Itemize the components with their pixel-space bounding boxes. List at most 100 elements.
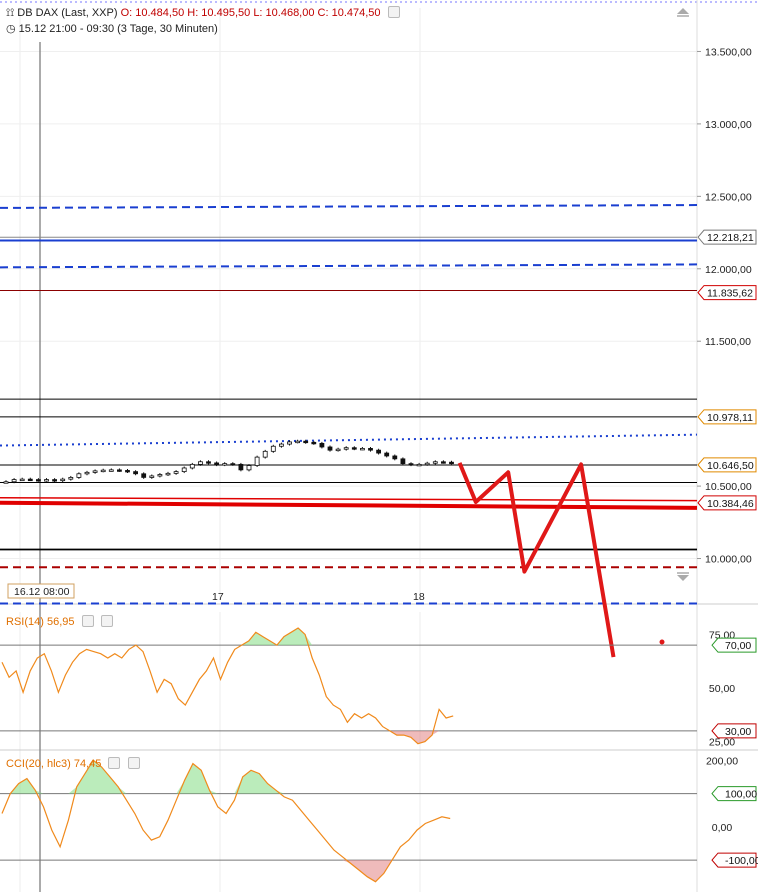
rsi-settings-icon[interactable] bbox=[81, 615, 94, 627]
trend-line bbox=[0, 433, 698, 447]
price-candle bbox=[165, 472, 171, 476]
price-candle bbox=[108, 469, 114, 472]
price-candle bbox=[295, 440, 301, 444]
y-tick-label: 13.000,00 bbox=[705, 119, 752, 131]
cci-threshold-badge bbox=[711, 786, 757, 802]
price-candle bbox=[440, 461, 446, 464]
cci-oversold-fill bbox=[2, 860, 451, 882]
price-candle bbox=[351, 447, 357, 450]
price-candle bbox=[173, 471, 179, 474]
price-badge bbox=[697, 285, 757, 301]
close-value: C: 10.474,50 bbox=[317, 7, 381, 19]
cci-y-tick-label: 0,00 bbox=[712, 822, 733, 834]
price-candle bbox=[19, 478, 25, 482]
price-candle bbox=[319, 442, 325, 448]
rsi-overbought-fill bbox=[2, 628, 454, 646]
price-badge-label: 11.835,62 bbox=[707, 288, 753, 300]
price-badge-label: 10.384,46 bbox=[707, 498, 754, 510]
price-candle bbox=[230, 463, 236, 466]
price-candle bbox=[335, 448, 341, 452]
rsi-y-tick-label: 25,00 bbox=[709, 737, 735, 749]
price-candle bbox=[206, 461, 211, 464]
price-candle bbox=[343, 447, 349, 450]
price-candle bbox=[303, 440, 309, 444]
rsi-oversold-fill bbox=[2, 730, 454, 744]
price-candle bbox=[197, 461, 203, 465]
cci-close-icon[interactable] bbox=[127, 757, 140, 769]
price-candle bbox=[92, 470, 98, 473]
price-candle bbox=[27, 478, 33, 482]
price-candle bbox=[384, 452, 390, 457]
chart-type-icon[interactable]: ⟟⟟ bbox=[6, 7, 15, 19]
price-candle bbox=[149, 475, 155, 478]
rsi-line bbox=[1, 627, 454, 745]
cci-overbought-fill bbox=[2, 760, 451, 794]
rsi-threshold-label: 70,00 bbox=[725, 640, 751, 652]
price-candle bbox=[214, 462, 220, 466]
price-candle bbox=[400, 458, 406, 465]
y-tick-label: 12.000,00 bbox=[705, 264, 752, 276]
projection-dot bbox=[659, 639, 665, 645]
y-tick-label: 11.500,00 bbox=[705, 336, 751, 348]
price-candle bbox=[262, 450, 268, 458]
price-candle bbox=[449, 461, 454, 465]
trend-line bbox=[0, 263, 698, 269]
rsi-close-icon[interactable] bbox=[100, 615, 113, 627]
price-candle bbox=[84, 471, 90, 475]
period-text: 15.12 21:00 - 09:30 (3 Tage, 30 Minuten) bbox=[18, 23, 218, 35]
open-value: O: 10.484,50 bbox=[120, 7, 185, 19]
cci-label: CCI(20, hlc3) 74,45 bbox=[6, 758, 102, 770]
price-candle bbox=[416, 463, 422, 467]
price-candle bbox=[52, 479, 57, 482]
scroll-down-icon[interactable] bbox=[677, 575, 689, 581]
price-candle bbox=[60, 478, 66, 482]
instrument-header: ⟟⟟ DB DAX (Last, XXP) O: 10.484,50 H: 10… bbox=[6, 6, 400, 20]
price-badge-label: 10.978,11 bbox=[707, 412, 753, 424]
y-tick-label: 10.500,00 bbox=[705, 481, 752, 493]
price-candle bbox=[181, 467, 187, 473]
price-candle bbox=[311, 441, 317, 445]
price-candle bbox=[424, 462, 430, 466]
instrument-name: DB DAX (Last, XXP) bbox=[17, 7, 118, 19]
price-candle bbox=[125, 470, 130, 473]
price-badge-label: 10.646,50 bbox=[707, 460, 754, 472]
y-tick-label: 12.500,00 bbox=[705, 191, 752, 203]
cursor-date-box bbox=[7, 583, 75, 599]
cci-threshold-label: 100,00 bbox=[725, 789, 757, 801]
rsi-y-tick-label: 50,00 bbox=[709, 683, 735, 695]
price-badge bbox=[697, 495, 757, 511]
price-candle bbox=[11, 479, 17, 483]
period-line: ◷ 15.12 21:00 - 09:30 (3 Tage, 30 Minute… bbox=[6, 22, 218, 35]
cci-y-tick-label: 200,00 bbox=[706, 755, 738, 767]
price-badge bbox=[697, 229, 757, 245]
price-candle bbox=[100, 469, 106, 473]
price-candle bbox=[359, 448, 365, 451]
cci-line bbox=[1, 759, 451, 883]
x-tick-label: 18 bbox=[413, 591, 425, 603]
price-candle bbox=[133, 471, 139, 475]
price-candle bbox=[376, 449, 382, 454]
rsi-threshold-label: 30,00 bbox=[725, 726, 751, 738]
price-candle bbox=[392, 455, 398, 460]
clock-icon: ◷ bbox=[6, 23, 16, 35]
cci-threshold-label: -100,00 bbox=[725, 855, 758, 867]
y-tick-label: 13.500,00 bbox=[705, 46, 752, 58]
rsi-threshold-badge bbox=[711, 637, 757, 653]
x-tick-label: 17 bbox=[212, 591, 224, 603]
price-candle bbox=[44, 479, 49, 482]
price-candle bbox=[68, 477, 74, 480]
settings-icon[interactable] bbox=[387, 6, 400, 18]
rsi-label: RSI(14) 56,95 bbox=[6, 616, 75, 628]
cursor-date-label: 16.12 08:00 bbox=[14, 586, 70, 598]
price-badge bbox=[697, 409, 757, 425]
cci-settings-icon[interactable] bbox=[108, 757, 121, 769]
price-candle bbox=[141, 473, 147, 478]
price-badge bbox=[697, 457, 757, 473]
y-tick-label: 10.000,00 bbox=[705, 554, 752, 566]
price-candle bbox=[254, 456, 260, 466]
price-candle bbox=[287, 441, 292, 445]
cci-threshold-badge bbox=[711, 852, 757, 868]
scroll-up-icon[interactable] bbox=[677, 8, 689, 14]
trend-line bbox=[0, 500, 698, 510]
